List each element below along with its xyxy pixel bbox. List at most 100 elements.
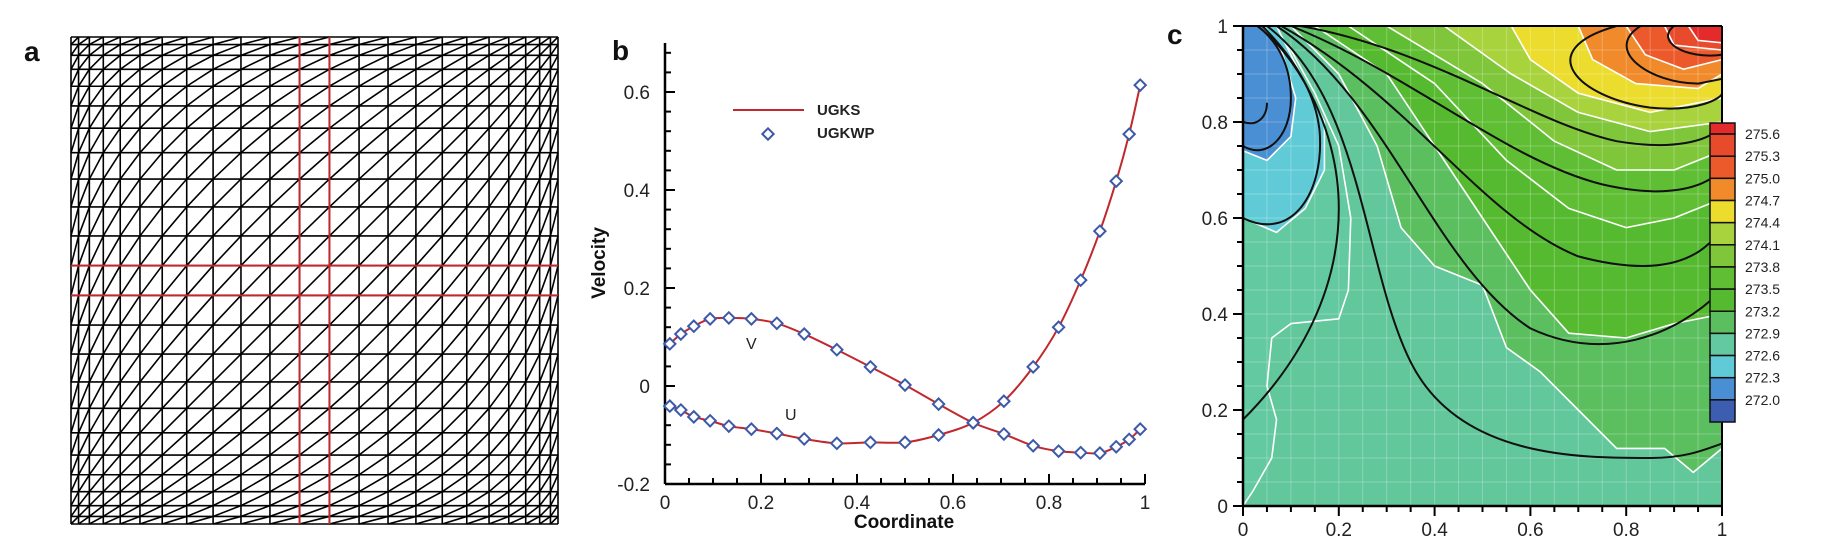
mesh-diagonal xyxy=(186,381,214,409)
mesh-diagonal xyxy=(358,474,389,493)
mesh-diagonal xyxy=(508,432,527,456)
mesh-diagonal xyxy=(299,490,330,507)
mesh-diagonal xyxy=(466,36,490,46)
mesh-diagonal xyxy=(70,54,80,70)
c-y-tick-label: 0.8 xyxy=(1202,113,1228,134)
mesh-diagonal xyxy=(70,432,80,456)
mesh-diagonal xyxy=(299,105,330,129)
ugkwp-marker-u xyxy=(797,431,812,446)
colorbar-label: 274.1 xyxy=(1745,237,1780,253)
mesh-diagonal xyxy=(88,515,104,525)
mesh-diagonal xyxy=(549,408,559,434)
mesh-diagonal xyxy=(139,36,163,46)
mesh-diagonal xyxy=(415,474,443,493)
mesh-diagonal xyxy=(269,235,301,267)
mesh-diagonal xyxy=(186,504,214,518)
mesh-diagonal xyxy=(161,504,188,518)
mesh-diagonal xyxy=(139,105,163,129)
mesh-diagonal xyxy=(299,127,330,154)
colorbar-swatch xyxy=(1709,288,1736,313)
mesh-diagonal xyxy=(358,265,389,296)
mesh-diagonal xyxy=(212,178,242,208)
colorbar-swatch xyxy=(1709,244,1736,268)
mesh-diagonal xyxy=(88,407,104,434)
mesh-diagonal xyxy=(488,178,510,208)
mesh-diagonal xyxy=(119,515,141,525)
mesh-diagonal xyxy=(240,206,271,237)
mesh-diagonal xyxy=(549,152,559,180)
mesh-diagonal xyxy=(441,127,468,154)
mesh-diagonal xyxy=(549,505,559,517)
mesh-diagonal xyxy=(88,432,104,456)
mesh-diagonal xyxy=(508,324,527,355)
mesh-diagonal xyxy=(161,36,187,46)
mesh-diagonal xyxy=(119,353,141,383)
mesh-diagonal xyxy=(299,432,330,456)
mesh-diagonal xyxy=(549,235,559,266)
mesh-diagonal xyxy=(387,454,417,476)
mesh-diagonal xyxy=(102,353,121,383)
mesh-diagonal xyxy=(269,353,301,383)
mesh-diagonal xyxy=(269,490,300,507)
mesh-diagonal xyxy=(240,294,271,326)
mesh-diagonal xyxy=(466,474,490,493)
mesh-diagonal xyxy=(525,127,541,154)
mesh-diagonal xyxy=(508,235,527,266)
mesh-diagonal xyxy=(549,44,559,56)
mesh-diagonal xyxy=(212,407,242,434)
mesh-diagonal xyxy=(508,474,527,493)
colorbar-swatch xyxy=(1709,199,1736,224)
mesh-diagonal xyxy=(415,206,443,237)
mesh-diagonal xyxy=(186,407,214,434)
mesh-diagonal xyxy=(508,85,527,107)
mesh-diagonal xyxy=(488,54,510,70)
mesh-diagonal xyxy=(70,265,80,296)
ugkwp-marker-v xyxy=(686,319,701,334)
c-x-tick-label: 0.6 xyxy=(1517,520,1543,541)
mesh-diagonal xyxy=(161,206,188,237)
panel-b-plot: -0.200.20.40.60 0.2 0.4 0.6 0.8 1 UGKS UGKWP … xyxy=(589,43,1150,533)
mesh-diagonal xyxy=(415,105,443,129)
mesh-diagonal xyxy=(525,68,541,87)
mesh-diagonal xyxy=(525,474,541,493)
c-x-tick-label: 0.4 xyxy=(1421,520,1448,541)
mesh-diagonal xyxy=(441,105,468,129)
ugkwp-marker-v xyxy=(797,326,812,342)
colorbar-swatch xyxy=(1709,177,1736,202)
mesh-diagonal xyxy=(139,381,163,409)
mesh-diagonal xyxy=(358,324,389,355)
mesh-diagonal xyxy=(466,353,490,383)
mesh-diagonal xyxy=(328,235,360,267)
ugkwp-marker-u xyxy=(966,415,981,430)
mesh-diagonal xyxy=(240,85,271,107)
mesh-diagonal xyxy=(70,491,80,507)
mesh-diagonal xyxy=(161,491,188,507)
mesh-diagonal xyxy=(525,43,541,56)
mesh-diagonal xyxy=(212,68,242,87)
mesh-diagonal xyxy=(358,504,389,518)
mesh-diagonal xyxy=(358,85,389,107)
mesh-diagonal xyxy=(508,265,527,296)
mesh-diagonal xyxy=(466,407,490,434)
mesh-diagonal xyxy=(415,432,443,456)
mesh-diagonal xyxy=(299,206,330,237)
ugkwp-marker-u xyxy=(897,435,913,450)
mesh-diagonal xyxy=(186,235,214,267)
mesh-diagonal xyxy=(488,43,510,57)
ugkwp-marker-v xyxy=(897,377,913,393)
mesh-diagonal xyxy=(329,515,360,525)
mesh-diagonal xyxy=(441,294,468,326)
mesh-diagonal xyxy=(441,324,468,355)
mesh-diagonal xyxy=(488,504,510,518)
mesh-diagonal xyxy=(88,105,104,129)
mesh-diagonal xyxy=(70,85,80,107)
mesh-diagonal xyxy=(269,43,300,57)
mesh-diagonal xyxy=(269,178,301,208)
mesh-diagonal xyxy=(161,324,188,355)
mesh-diagonal xyxy=(119,491,141,507)
mesh-diagonal xyxy=(88,474,104,493)
mesh-diagonal xyxy=(441,152,468,180)
mesh-diagonal xyxy=(525,407,541,434)
mesh-diagonal xyxy=(269,105,301,129)
mesh-diagonal xyxy=(119,235,141,267)
